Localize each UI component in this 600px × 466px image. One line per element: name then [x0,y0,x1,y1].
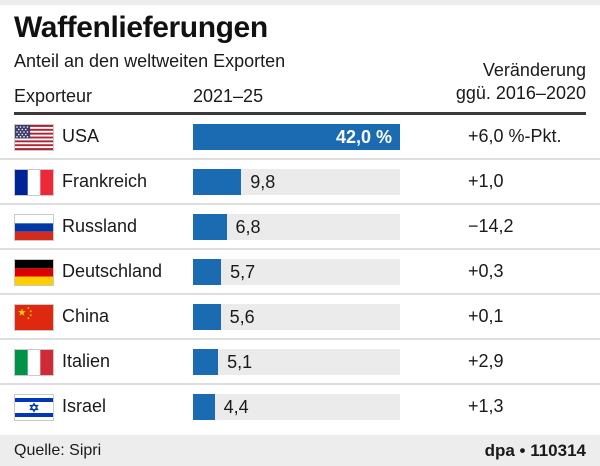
bar-value-label: 9,8 [250,172,276,192]
change-value: +6,0 %-Pkt. [468,126,562,146]
bar [193,169,242,195]
table-row: Italien 5,1 +2,9 [0,340,600,385]
table-row: Deutschland 5,7 +0,3 [0,250,600,295]
period-column-header: 2021–25 [193,86,264,106]
bar-value-label: 5,7 [230,262,256,282]
germany-flag-icon [14,259,54,286]
italy-flag-icon [14,349,54,376]
source-label: Quelle: Sipri [14,442,102,459]
credit-label: dpa • 110314 [484,441,586,460]
change-value: +1,0 [468,171,504,191]
country-label: Deutschland [62,261,163,281]
bar-value-label: 42,0 % [335,127,392,147]
change-value: +1,3 [468,396,504,416]
bar-track: 4,4 [193,394,400,420]
bar-track: 5,7 [193,259,400,285]
change-value: +0,3 [468,261,504,281]
bar-track: 9,8 [193,169,400,195]
country-label: USA [62,126,100,146]
table-row: USA 42,0 % +6,0 %-Pkt. [0,115,600,160]
bar [193,259,222,285]
bar-chart-rows: USA 42,0 % +6,0 %-Pkt. Frankreich 9,8 +1… [0,115,600,430]
bar-value-label: 4,4 [223,397,249,417]
bar [193,349,219,375]
bar-value-label: 5,6 [229,307,255,327]
change-value: −14,2 [468,216,514,236]
table-row: China 5,6 +0,1 [0,295,600,340]
bar-value-label: 6,8 [235,217,261,237]
bar-track: 6,8 [193,214,400,240]
russia-flag-icon [14,214,54,241]
table-row: Russland 6,8 −14,2 [0,205,600,250]
country-label: Russland [62,216,138,236]
change-header-line1: Veränderung [482,60,586,80]
change-value: +0,1 [468,306,504,326]
china-flag-icon [14,304,54,331]
chart-subtitle: Anteil an den weltweiten Exporten [14,51,286,71]
exporter-column-header: Exporteur [14,86,93,106]
top-band [0,0,600,5]
table-row: Israel 4,4 +1,3 [0,385,600,430]
country-label: Italien [62,351,111,371]
france-flag-icon [14,169,54,196]
page-title: Waffenlieferungen [14,11,268,44]
country-label: China [62,306,110,326]
table-row: Frankreich 9,8 +1,0 [0,160,600,205]
country-label: Frankreich [62,171,148,191]
bar [193,124,400,150]
bar-track: 5,6 [193,304,400,330]
bar-value-label: 5,1 [227,352,253,372]
country-label: Israel [62,396,107,416]
footer-band: Quelle: Sipri dpa • 110314 [0,435,600,466]
bar [193,214,227,240]
bar-track: 42,0 % [193,124,400,150]
change-column-header: Veränderung ggü. 2016–2020 [456,59,586,105]
change-header-line2: ggü. 2016–2020 [455,83,586,103]
header-rule [14,112,586,115]
bar-track: 5,1 [193,349,400,375]
israel-flag-icon [14,394,54,421]
usa-flag-icon [14,124,54,151]
bar [193,304,221,330]
change-value: +2,9 [468,351,504,371]
bar [193,394,215,420]
